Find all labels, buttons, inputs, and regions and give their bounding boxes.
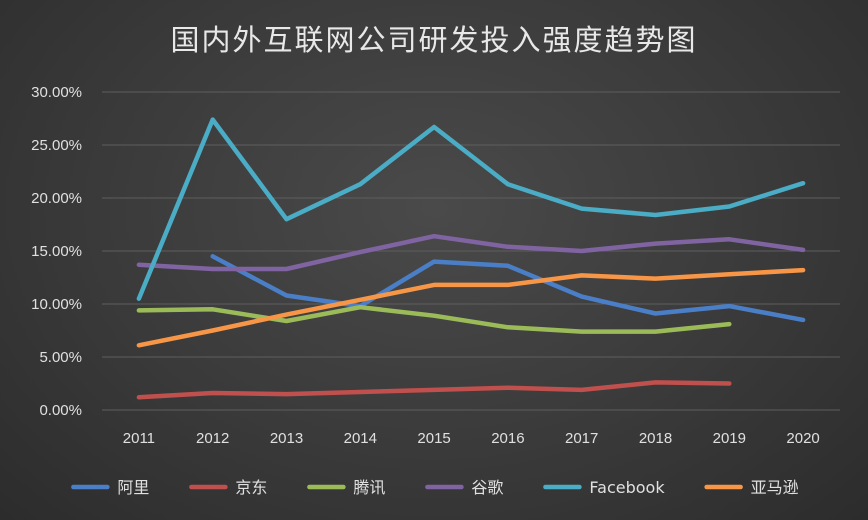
y-tick-label: 5.00% [39,349,82,366]
series-line-京东 [136,380,732,400]
series-lines [136,117,806,400]
x-tick-label: 2015 [417,430,450,447]
series-line-阿里 [210,254,806,323]
x-tick-label: 2018 [639,430,672,447]
legend-item: Facebook [543,478,665,497]
legend-item: 谷歌 [425,478,503,497]
series-line-亚马逊 [136,267,806,348]
y-tick-label: 30.00% [31,84,82,101]
legend: 阿里 京东 腾讯 谷歌 Facebook 亚马逊 [71,478,799,497]
legend-label: 京东 [235,478,267,497]
series-line-Facebook [136,117,806,301]
chart-title: 国内外互联网公司研发投入强度趋势图 [170,23,697,57]
x-tick-label: 2020 [786,430,819,447]
x-tick-label: 2012 [196,430,229,447]
legend-item: 亚马逊 [704,478,799,497]
x-tick-label: 2013 [270,430,303,447]
legend-item: 腾讯 [307,478,385,497]
y-tick-label: 20.00% [31,190,82,207]
legend-label: 阿里 [117,478,149,497]
y-axis-ticks: 0.00% 5.00% 10.00% 15.00% 20.00% 25.00% 30.00% [31,84,82,419]
x-tick-label: 2017 [565,430,598,447]
x-tick-label: 2014 [344,430,377,447]
legend-label: 谷歌 [471,478,503,497]
gridlines [102,91,840,411]
legend-label: Facebook [589,478,665,497]
legend-label: 亚马逊 [751,478,799,497]
legend-label: 腾讯 [353,478,385,497]
y-tick-label: 10.00% [31,296,82,313]
series-line-谷歌 [136,233,806,272]
y-tick-label: 25.00% [31,137,82,154]
x-axis-ticks: 2011 2012 2013 2014 2015 2016 2017 2018 2019 2020 [123,430,820,447]
x-tick-label: 2011 [123,430,155,447]
x-tick-label: 2016 [491,430,524,447]
series-line-腾讯 [136,304,732,334]
x-tick-label: 2019 [713,430,746,447]
legend-item: 京东 [189,478,267,497]
y-tick-label: 0.00% [39,402,82,419]
legend-item: 阿里 [71,478,149,497]
y-tick-label: 15.00% [31,243,82,260]
